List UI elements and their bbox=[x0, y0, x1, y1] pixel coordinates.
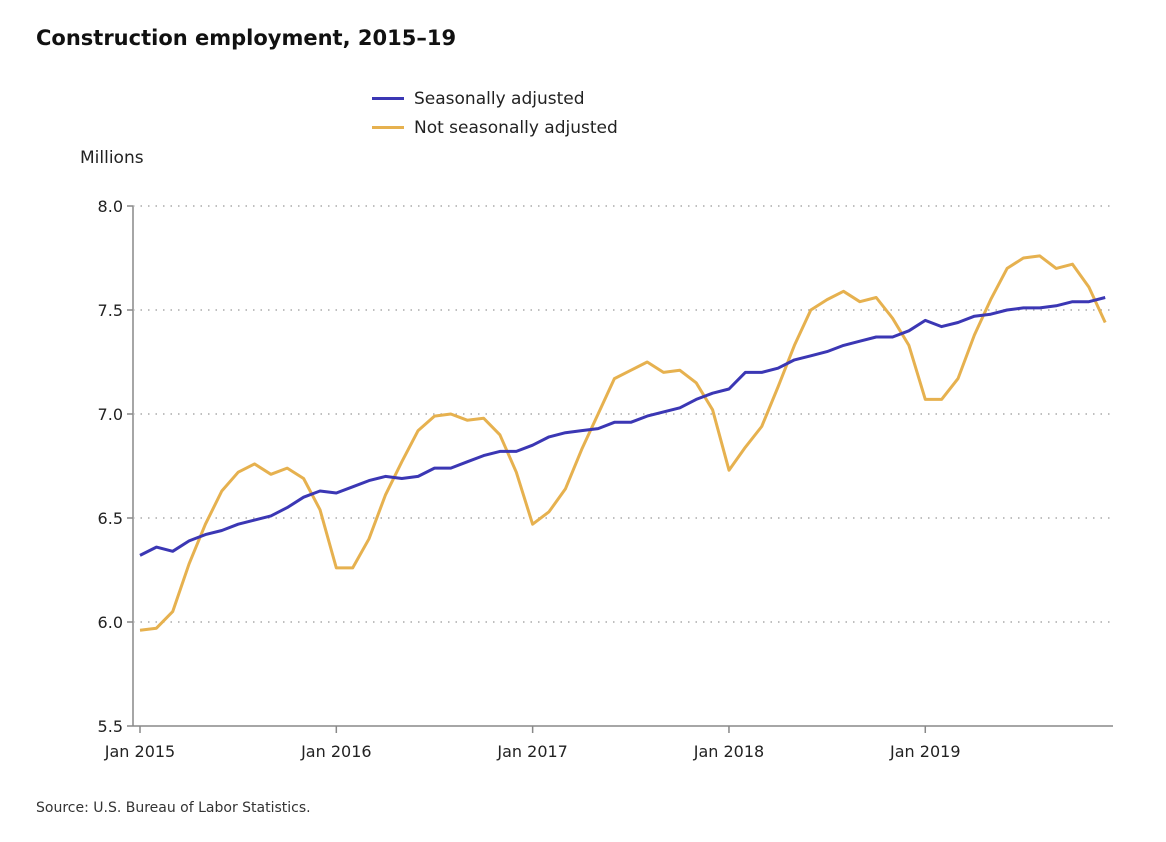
x-tick-label: Jan 2016 bbox=[300, 742, 371, 761]
x-tick-label: Jan 2019 bbox=[889, 742, 960, 761]
y-tick-label: 7.0 bbox=[98, 405, 123, 424]
y-tick-label: 8.0 bbox=[98, 197, 123, 216]
legend-swatch bbox=[372, 97, 404, 100]
series-line-not-seasonally-adjusted bbox=[139, 254, 1107, 632]
y-tick-label: 5.5 bbox=[98, 717, 123, 736]
y-axis-label: Millions bbox=[80, 148, 144, 168]
y-tick-label: 6.5 bbox=[98, 509, 123, 528]
legend: Seasonally adjusted Not seasonally adjus… bbox=[372, 84, 618, 142]
source-note: Source: U.S. Bureau of Labor Statistics. bbox=[36, 800, 311, 816]
y-tick-label: 7.5 bbox=[98, 301, 123, 320]
x-tick-label: Jan 2018 bbox=[693, 742, 764, 761]
chart-title: Construction employment, 2015–19 bbox=[36, 26, 457, 50]
legend-label: Not seasonally adjusted bbox=[414, 117, 618, 138]
x-tick-label: Jan 2017 bbox=[496, 742, 567, 761]
series-line-seasonally-adjusted bbox=[139, 296, 1106, 557]
y-tick-label: 6.0 bbox=[98, 613, 123, 632]
legend-label: Seasonally adjusted bbox=[414, 88, 585, 109]
legend-item-not-seasonally-adjusted: Not seasonally adjusted bbox=[372, 113, 618, 142]
x-tick-label: Jan 2015 bbox=[104, 742, 175, 761]
legend-item-seasonally-adjusted: Seasonally adjusted bbox=[372, 84, 618, 113]
legend-swatch bbox=[372, 126, 404, 129]
